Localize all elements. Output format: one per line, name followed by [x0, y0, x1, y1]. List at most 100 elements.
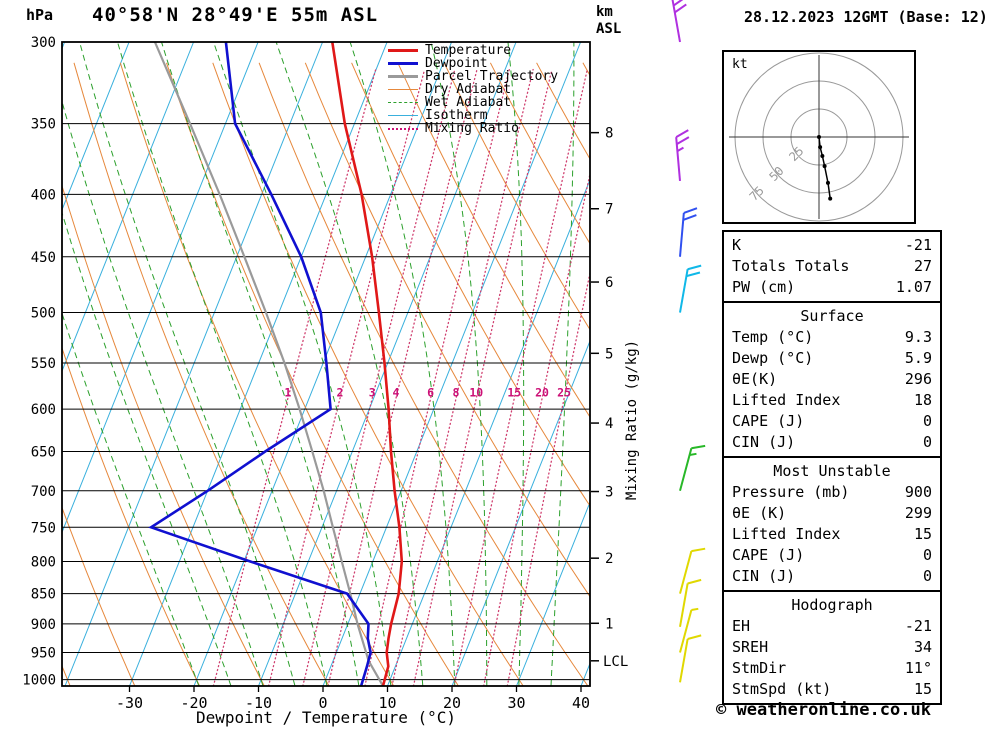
- pressure-unit-label: hPa: [26, 6, 54, 24]
- stat-row: Pressure (mb) 900: [724, 482, 940, 503]
- legend-label: Isotherm: [425, 108, 488, 123]
- svg-text:1: 1: [605, 616, 613, 632]
- stat-value: -21: [904, 236, 932, 254]
- stat-row: Temp (°C) 9.3: [724, 327, 940, 348]
- svg-text:6: 6: [427, 385, 434, 399]
- svg-text:900: 900: [31, 617, 56, 633]
- svg-text:500: 500: [31, 306, 56, 322]
- svg-text:10: 10: [469, 385, 483, 399]
- stat-label: CAPE (J): [732, 546, 805, 564]
- stat-row: K -21: [724, 235, 940, 256]
- chart-legend: Temperature Dewpoint Parcel Trajectory Dry …: [388, 44, 558, 135]
- svg-text:-20: -20: [180, 694, 207, 712]
- svg-text:3: 3: [605, 485, 613, 501]
- stat-label: EH: [732, 617, 751, 635]
- stat-label: Pressure (mb): [732, 483, 850, 501]
- legend-item: Wet Adiabat: [388, 96, 558, 109]
- svg-text:10: 10: [378, 694, 396, 712]
- stats-section-title: Surface: [800, 307, 864, 325]
- svg-text:8: 8: [605, 126, 613, 142]
- svg-text:3: 3: [369, 385, 376, 399]
- legend-line-sample: [388, 127, 418, 130]
- stats-section: Most Unstable Pressure (mb) 900 θE (K) 299 Li…: [724, 456, 940, 590]
- stat-row: Dewp (°C) 5.9: [724, 348, 940, 369]
- svg-text:25: 25: [557, 385, 571, 399]
- svg-text:20: 20: [443, 694, 461, 712]
- stat-label: θE(K): [732, 370, 778, 388]
- stat-value: 299: [904, 504, 932, 522]
- stat-row: CIN (J) 0: [724, 432, 940, 453]
- stat-value: 27: [913, 257, 932, 275]
- svg-text:kt: kt: [732, 57, 748, 72]
- svg-text:400: 400: [31, 187, 56, 203]
- stat-value: 0: [922, 412, 932, 430]
- stat-value: -21: [904, 617, 932, 635]
- legend-item: Isotherm: [388, 109, 558, 122]
- stats-tables: K -21 Totals Totals 27 PW (cm) 1.07 Surface Tem…: [722, 230, 942, 705]
- stat-label: PW (cm): [732, 278, 796, 296]
- svg-text:350: 350: [31, 117, 56, 133]
- svg-text:7: 7: [605, 202, 613, 218]
- altitude-axis-header: km ASL: [596, 4, 621, 38]
- stat-label: K: [732, 236, 742, 254]
- svg-text:550: 550: [31, 356, 56, 372]
- svg-text:450: 450: [31, 250, 56, 266]
- stats-section-title: Most Unstable: [773, 462, 891, 480]
- svg-text:1000: 1000: [22, 673, 56, 689]
- stat-row: CAPE (J) 0: [724, 545, 940, 566]
- stats-section-title: Hodograph: [791, 596, 873, 614]
- svg-text:-30: -30: [116, 694, 143, 712]
- legend-label: Mixing Ratio: [425, 121, 519, 136]
- svg-text:20: 20: [535, 385, 549, 399]
- stat-row: Lifted Index 15: [724, 524, 940, 545]
- altitude-axis-header-asl: ASL: [596, 21, 622, 37]
- stat-value: 1.07: [895, 278, 932, 296]
- legend-label: Wet Adiabat: [425, 95, 512, 110]
- stat-label: Temp (°C): [732, 328, 814, 346]
- legend-item: Temperature: [388, 44, 558, 57]
- page-title: 40°58'N 28°49'E 55m ASL: [92, 4, 379, 26]
- stat-row: Totals Totals 27: [724, 256, 940, 277]
- altitude-axis-header-km: km: [596, 4, 613, 20]
- svg-text:2: 2: [605, 551, 613, 567]
- svg-text:-10: -10: [245, 694, 272, 712]
- stat-label: Totals Totals: [732, 257, 850, 275]
- legend-item: Mixing Ratio: [388, 122, 558, 135]
- stat-label: StmSpd (kt): [732, 680, 832, 698]
- stat-value: 34: [913, 638, 932, 656]
- svg-text:700: 700: [31, 484, 56, 500]
- legend-label: Dewpoint: [425, 56, 488, 71]
- stat-row: CIN (J) 0: [724, 566, 940, 587]
- svg-text:5: 5: [605, 346, 613, 362]
- legend-line-sample: [388, 89, 418, 90]
- stat-label: CAPE (J): [732, 412, 805, 430]
- stat-row: EH -21: [724, 616, 940, 637]
- svg-text:1: 1: [284, 385, 291, 399]
- stat-value: 18: [913, 391, 932, 409]
- stats-section: Hodograph EH -21 SREH 34 StmDir 11° StmSpd (kt)…: [724, 590, 940, 703]
- date-label: 28.12.2023 12GMT (Base: 12): [744, 8, 988, 26]
- stats-section: K -21 Totals Totals 27 PW (cm) 1.07: [724, 232, 940, 301]
- stat-value: 0: [922, 433, 932, 451]
- background-field: [62, 42, 590, 686]
- svg-text:600: 600: [31, 402, 56, 418]
- stat-label: θE (K): [732, 504, 787, 522]
- stat-label: CIN (J): [732, 433, 796, 451]
- legend-line-sample: [388, 115, 418, 116]
- stat-row: θE (K) 299: [724, 503, 940, 524]
- stat-label: Lifted Index: [732, 525, 841, 543]
- legend-line-sample: [388, 49, 418, 52]
- wind-barb-column: [671, 0, 706, 683]
- legend-label: Temperature: [425, 43, 512, 58]
- stats-section: Surface Temp (°C) 9.3 Dewp (°C) 5.9 θE(K) 296 L…: [724, 301, 940, 456]
- parcel-trajectory-curve: [153, 42, 384, 686]
- mixing-ratio-axis-label: Mixing Ratio (g/kg): [624, 339, 640, 501]
- stat-label: CIN (J): [732, 567, 796, 585]
- svg-text:650: 650: [31, 445, 56, 461]
- stat-row: Lifted Index 18: [724, 390, 940, 411]
- svg-text:0: 0: [318, 694, 327, 712]
- svg-text:LCL: LCL: [603, 654, 628, 670]
- dewpoint-curve: [148, 42, 372, 686]
